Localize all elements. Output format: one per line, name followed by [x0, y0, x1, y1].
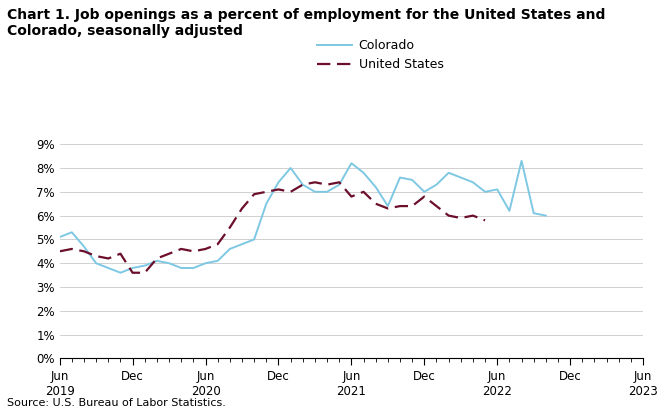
United States: [372, 201, 380, 206]
Colorado: [177, 265, 185, 270]
United States: [274, 187, 282, 192]
Colorado: [347, 161, 355, 166]
Colorado: [263, 201, 271, 206]
United States: [263, 190, 271, 194]
Colorado: [117, 270, 125, 275]
Colorado: [129, 265, 137, 270]
United States: [286, 190, 294, 194]
Colorado: [542, 213, 550, 218]
United States: [56, 249, 64, 254]
United States: [311, 180, 319, 185]
Colorado: [396, 175, 404, 180]
United States: [445, 213, 453, 218]
Colorado: [408, 178, 416, 183]
Text: Chart 1. Job openings as a percent of employment for the United States and
Color: Chart 1. Job openings as a percent of em…: [7, 8, 605, 38]
Colorado: [384, 204, 392, 208]
United States: [299, 182, 307, 187]
Colorado: [372, 185, 380, 190]
Colorado: [445, 170, 453, 175]
Colorado: [213, 258, 221, 263]
United States: [129, 270, 137, 275]
Colorado: [432, 182, 440, 187]
United States: [213, 242, 221, 247]
Colorado: [141, 263, 149, 268]
Colorado: [457, 175, 465, 180]
United States: [177, 246, 185, 251]
United States: [117, 251, 125, 256]
United States: [104, 256, 112, 261]
Colorado: [274, 180, 282, 185]
Colorado: [226, 246, 234, 251]
Colorado: [335, 182, 343, 187]
United States: [165, 251, 173, 256]
United States: [335, 180, 343, 185]
United States: [347, 194, 355, 199]
Colorado: [153, 258, 161, 263]
United States: [408, 204, 416, 208]
Line: United States: United States: [60, 182, 485, 273]
Colorado: [92, 261, 100, 266]
Colorado: [469, 180, 477, 185]
United States: [481, 218, 489, 223]
Colorado: [238, 242, 246, 247]
Colorado: [311, 190, 319, 194]
Legend: Colorado, United States: Colorado, United States: [318, 39, 444, 71]
United States: [469, 213, 477, 218]
Colorado: [286, 166, 294, 171]
United States: [80, 249, 88, 254]
United States: [238, 206, 246, 211]
Colorado: [68, 230, 76, 235]
United States: [457, 215, 465, 220]
Colorado: [202, 261, 210, 266]
Colorado: [165, 261, 173, 266]
Colorado: [420, 190, 428, 194]
Colorado: [359, 170, 367, 175]
United States: [323, 182, 331, 187]
United States: [202, 246, 210, 251]
United States: [432, 204, 440, 208]
United States: [226, 225, 234, 230]
United States: [396, 204, 404, 208]
United States: [384, 206, 392, 211]
United States: [92, 254, 100, 259]
Colorado: [493, 187, 501, 192]
United States: [68, 246, 76, 251]
Colorado: [481, 190, 489, 194]
United States: [420, 194, 428, 199]
United States: [359, 190, 367, 194]
Colorado: [530, 211, 538, 216]
Colorado: [104, 265, 112, 270]
Colorado: [299, 182, 307, 187]
Line: Colorado: Colorado: [60, 161, 546, 273]
United States: [141, 270, 149, 275]
Colorado: [56, 234, 64, 239]
Colorado: [80, 244, 88, 249]
Colorado: [190, 265, 198, 270]
Colorado: [323, 190, 331, 194]
United States: [250, 192, 258, 197]
United States: [190, 249, 198, 254]
United States: [153, 256, 161, 261]
Colorado: [505, 208, 513, 213]
Text: Source: U.S. Bureau of Labor Statistics.: Source: U.S. Bureau of Labor Statistics.: [7, 398, 225, 408]
Colorado: [250, 237, 258, 242]
Colorado: [518, 158, 526, 163]
